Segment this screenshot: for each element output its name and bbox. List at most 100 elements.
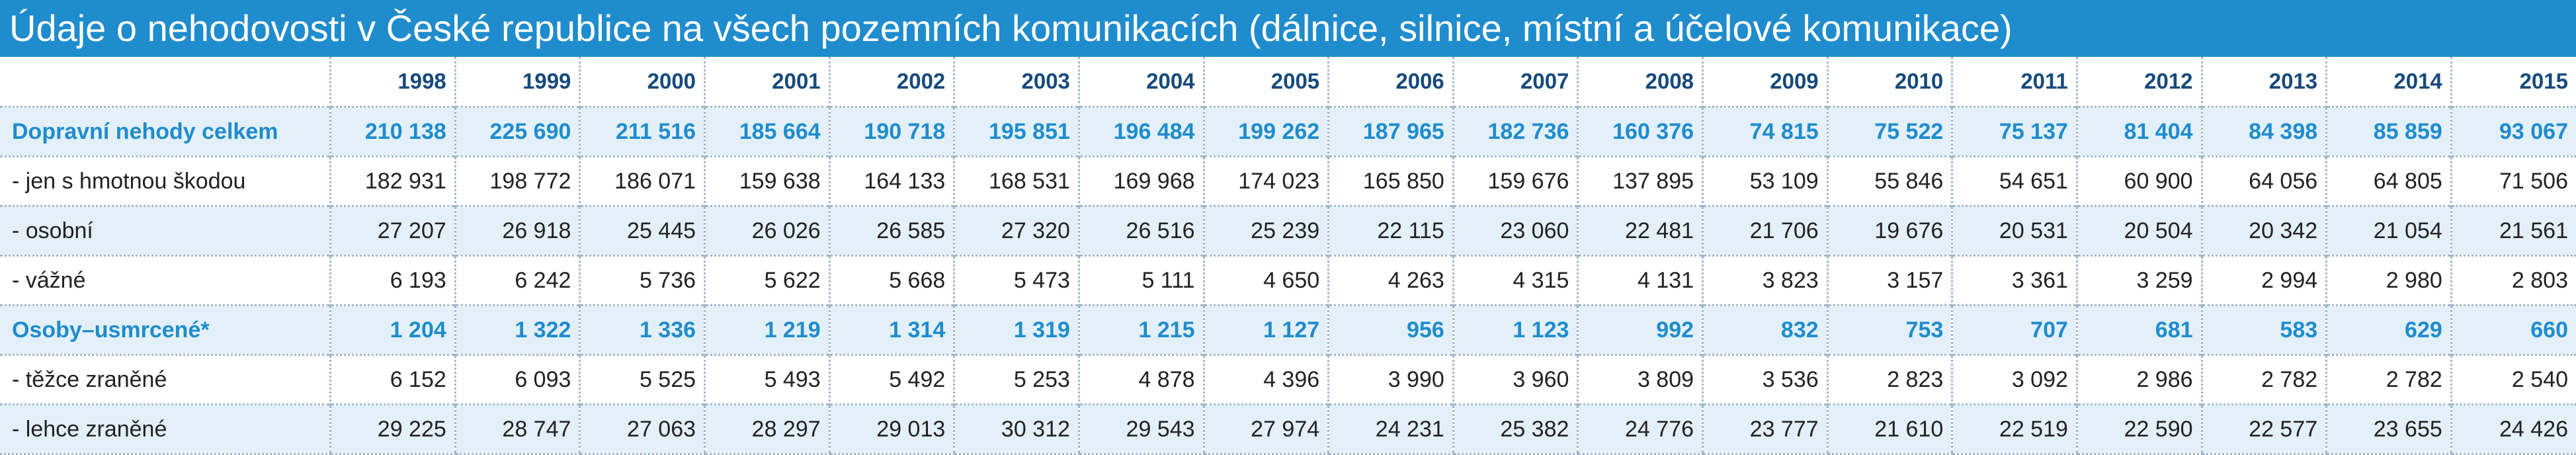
row-label: - jen s hmotnou škodou bbox=[0, 155, 331, 206]
year-header: 2005 bbox=[1202, 57, 1329, 107]
table-cell: 75 522 bbox=[1826, 106, 1952, 157]
table-cell: 2 540 bbox=[2450, 354, 2576, 405]
table-cell: 64 805 bbox=[2325, 155, 2452, 206]
table-cell: 28 297 bbox=[704, 403, 830, 455]
table-cell: 3 960 bbox=[1452, 354, 1578, 405]
table-cell: 2 803 bbox=[2450, 255, 2576, 306]
table-cell: 24 426 bbox=[2450, 403, 2576, 455]
table-title: Údaje o nehodovosti v České republice na… bbox=[0, 0, 2576, 57]
table-cell: 21 610 bbox=[1826, 403, 1952, 455]
table-cell: 190 718 bbox=[828, 106, 954, 157]
table-cell: 137 895 bbox=[1577, 155, 1703, 206]
table-row: - jen s hmotnou škodou 182 931 198 772 186 … bbox=[0, 155, 2576, 206]
table-cell: 85 859 bbox=[2325, 106, 2452, 157]
year-header: 2006 bbox=[1327, 57, 1454, 107]
year-header: 2012 bbox=[2075, 57, 2202, 107]
table-cell: 165 850 bbox=[1327, 155, 1454, 206]
header-row: 1998 1999 2000 2001 2002 2003 2004 2005 2006 2007… bbox=[0, 57, 2576, 107]
table-cell: 1 319 bbox=[953, 304, 1079, 355]
table-cell: 53 109 bbox=[1702, 155, 1828, 206]
table-cell: 2 823 bbox=[1826, 354, 1952, 405]
table-cell: 27 974 bbox=[1202, 403, 1329, 455]
year-header: 2000 bbox=[579, 57, 705, 107]
year-header: 2014 bbox=[2325, 57, 2452, 107]
table-cell: 20 531 bbox=[1951, 205, 2077, 256]
table-row: - lehce zraněné 29 225 28 747 27 063 28 297 2… bbox=[0, 403, 2576, 455]
table-cell: 174 023 bbox=[1202, 155, 1329, 206]
table-cell: 186 071 bbox=[579, 155, 705, 206]
table-cell: 28 747 bbox=[454, 403, 580, 455]
table-cell: 182 931 bbox=[329, 155, 456, 206]
table-cell: 27 320 bbox=[953, 205, 1079, 256]
table-row: Dopravní nehody celkem 210 138 225 690 211 … bbox=[0, 106, 2576, 157]
table-cell: 160 376 bbox=[1577, 106, 1703, 157]
row-label: Osoby–usmrcené* bbox=[0, 304, 331, 355]
table-row: - osobní 27 207 26 918 25 445 26 026 26 585 27… bbox=[0, 205, 2576, 256]
year-header: 2009 bbox=[1702, 57, 1828, 107]
table-cell: 25 445 bbox=[579, 205, 705, 256]
table-cell: 93 067 bbox=[2450, 106, 2576, 157]
table-cell: 29 225 bbox=[329, 403, 456, 455]
table-cell: 26 516 bbox=[1077, 205, 1204, 256]
table-cell: 71 506 bbox=[2450, 155, 2576, 206]
table-cell: 5 736 bbox=[579, 255, 705, 306]
table-cell: 5 492 bbox=[828, 354, 954, 405]
table-cell: 187 965 bbox=[1327, 106, 1454, 157]
row-label: Dopravní nehody celkem bbox=[0, 106, 331, 157]
table-cell: 629 bbox=[2325, 304, 2452, 355]
year-header: 2008 bbox=[1577, 57, 1703, 107]
table-cell: 1 127 bbox=[1202, 304, 1329, 355]
table-cell: 583 bbox=[2200, 304, 2327, 355]
year-header: 1999 bbox=[454, 57, 580, 107]
year-header: 2013 bbox=[2200, 57, 2327, 107]
table-cell: 84 398 bbox=[2200, 106, 2327, 157]
row-label: - těžce zraněné bbox=[0, 354, 331, 405]
table-cell: 169 968 bbox=[1077, 155, 1204, 206]
table-cell: 20 342 bbox=[2200, 205, 2327, 256]
year-header: 2010 bbox=[1826, 57, 1952, 107]
table-cell: 27 207 bbox=[329, 205, 456, 256]
table-cell: 25 382 bbox=[1452, 403, 1578, 455]
table-cell: 198 772 bbox=[454, 155, 580, 206]
table-cell: 3 823 bbox=[1702, 255, 1828, 306]
table-cell: 211 516 bbox=[579, 106, 705, 157]
table-cell: 3 157 bbox=[1826, 255, 1952, 306]
table-cell: 5 253 bbox=[953, 354, 1079, 405]
table-cell: 681 bbox=[2075, 304, 2202, 355]
table-cell: 992 bbox=[1577, 304, 1703, 355]
year-header: 2011 bbox=[1951, 57, 2077, 107]
table-cell: 26 918 bbox=[454, 205, 580, 256]
table-cell: 60 900 bbox=[2075, 155, 2202, 206]
table-cell: 64 056 bbox=[2200, 155, 2327, 206]
table-cell: 3 990 bbox=[1327, 354, 1454, 405]
table-cell: 25 239 bbox=[1202, 205, 1329, 256]
table-cell: 2 986 bbox=[2075, 354, 2202, 405]
table-cell: 5 493 bbox=[704, 354, 830, 405]
table-cell: 6 242 bbox=[454, 255, 580, 306]
table-cell: 199 262 bbox=[1202, 106, 1329, 157]
table-cell: 5 668 bbox=[828, 255, 954, 306]
table-cell: 4 315 bbox=[1452, 255, 1578, 306]
table-row: - těžce zraněné 6 152 6 093 5 525 5 493 5 492… bbox=[0, 354, 2576, 405]
table-cell: 3 361 bbox=[1951, 255, 2077, 306]
table-cell: 22 481 bbox=[1577, 205, 1703, 256]
table-cell: 75 137 bbox=[1951, 106, 2077, 157]
table-cell: 23 060 bbox=[1452, 205, 1578, 256]
table-cell: 5 622 bbox=[704, 255, 830, 306]
table-cell: 22 577 bbox=[2200, 403, 2327, 455]
table-cell: 1 215 bbox=[1077, 304, 1204, 355]
table-cell: 660 bbox=[2450, 304, 2576, 355]
table-cell: 5 473 bbox=[953, 255, 1079, 306]
header-corner bbox=[0, 57, 331, 107]
table-cell: 4 878 bbox=[1077, 354, 1204, 405]
table-cell: 4 396 bbox=[1202, 354, 1329, 405]
table-cell: 74 815 bbox=[1702, 106, 1828, 157]
table-cell: 26 585 bbox=[828, 205, 954, 256]
row-label: - vážné bbox=[0, 255, 331, 306]
year-header: 2007 bbox=[1452, 57, 1578, 107]
year-header: 2004 bbox=[1077, 57, 1204, 107]
table-cell: 20 504 bbox=[2075, 205, 2202, 256]
table-cell: 159 676 bbox=[1452, 155, 1578, 206]
table-cell: 1 314 bbox=[828, 304, 954, 355]
table-cell: 1 123 bbox=[1452, 304, 1578, 355]
